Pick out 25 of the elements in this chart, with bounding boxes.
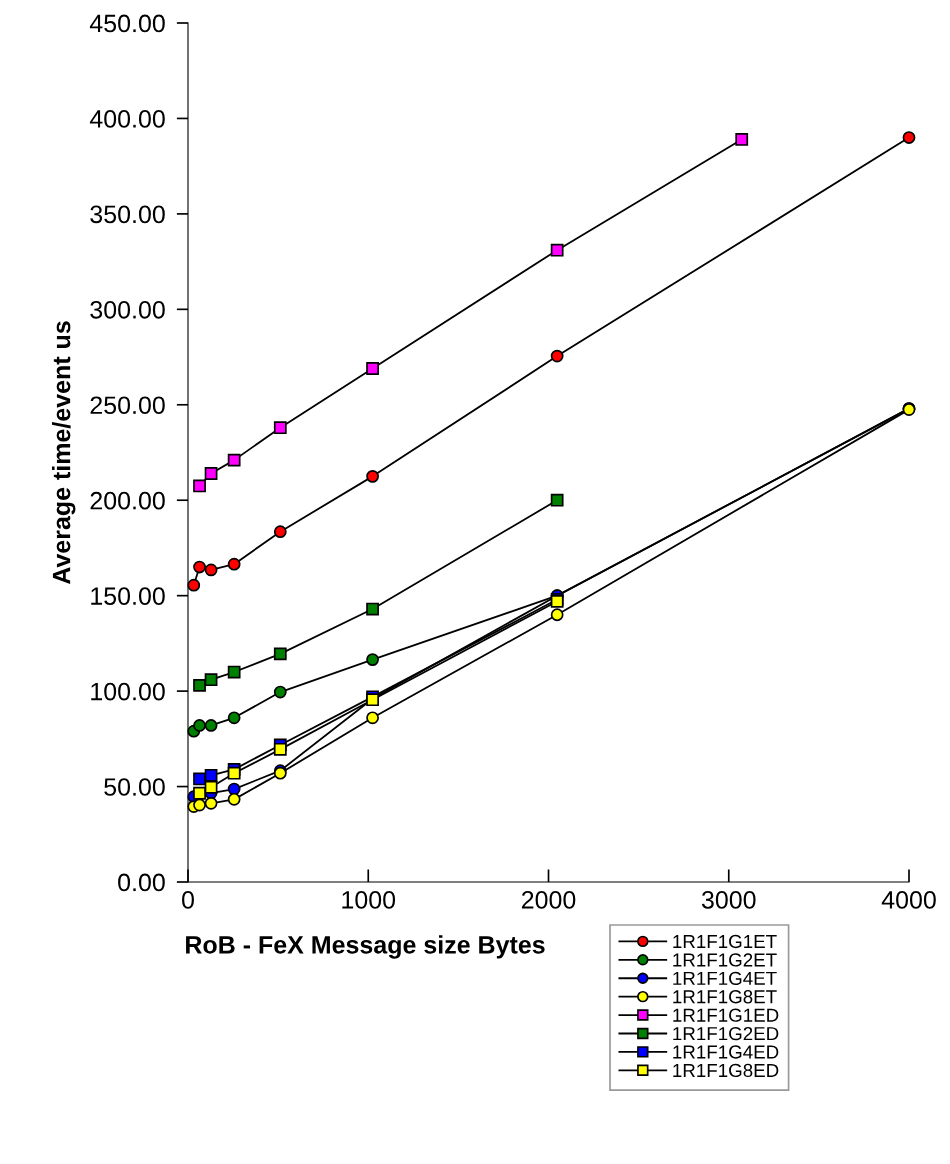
y-tick-label: 100.00 [91,682,165,701]
legend-label: 1R1F1G4ED [673,1045,779,1059]
y-tick-label: 350.00 [90,205,165,224]
x-axis-title: RoB - FeX Message size Bytes [186,935,545,959]
x-tick-label: 2000 [521,890,576,909]
legend-label: 1R1F1G4ET [673,971,777,985]
y-tick-label: 400.00 [89,110,165,128]
y-tick-label: 250.00 [90,396,165,415]
x-tick-label: 0 [182,890,194,909]
legend-label: 1R1F1G8ED [673,1063,779,1078]
y-tick-label: 0.00 [118,873,165,892]
y-tick-label: 200.00 [90,491,165,510]
y-tick-label: 50.00 [104,778,165,796]
x-tick-label: 1000 [342,890,396,909]
legend-label: 1R1F1G8ET [673,990,777,1004]
y-axis-title: Average time/event us [52,321,76,585]
x-tick-label: 3000 [701,890,756,909]
legend-label: 1R1F1G1ET [673,934,777,949]
legend-label: 1R1F1G2ET [673,953,777,967]
x-tick-label: 4000 [881,890,936,909]
y-tick-label: 150.00 [91,587,165,605]
legend-label: 1R1F1G1ED [673,1008,779,1022]
legend-label: 1R1F1G2ED [673,1026,779,1041]
y-tick-label: 300.00 [90,300,165,319]
y-tick-label: 450.00 [89,14,165,33]
